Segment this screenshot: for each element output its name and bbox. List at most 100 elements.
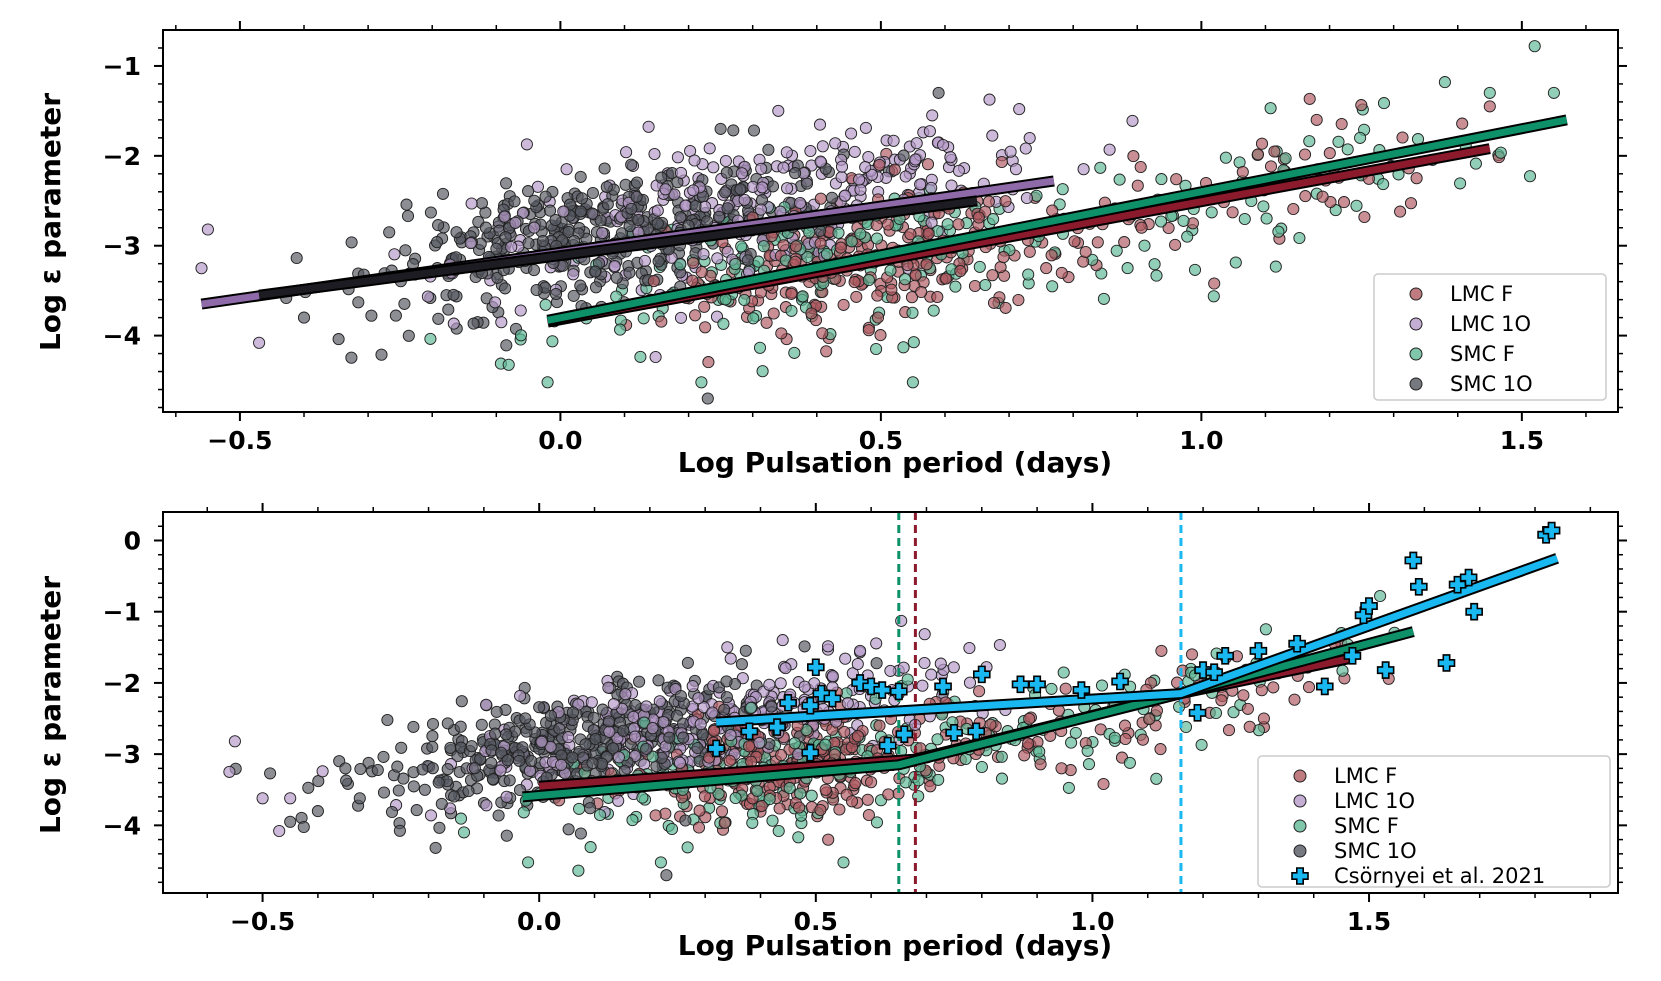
smc-f-fit-line (522, 628, 1415, 801)
scatter-point-lmc-1o (753, 736, 766, 749)
scatter-point-smc-1o (407, 720, 420, 733)
x-tick-label: 0.5 (859, 426, 903, 455)
scatter-point-smc-1o (381, 713, 394, 727)
y-tick-label: −3 (103, 232, 141, 261)
top-plot-frame (162, 29, 1619, 413)
scatter-point-lmc-1o (925, 668, 938, 681)
scatter-point-smc-1o (870, 657, 883, 670)
scatter-point-smc-1o (596, 703, 609, 716)
scatter-point-lmc-1o (839, 652, 852, 665)
scatter-point-lmc-f (1287, 202, 1300, 216)
scatter-point-lmc-f (1410, 172, 1423, 185)
scatter-point-smc-1o (544, 204, 557, 217)
scatter-point-smc-1o (475, 197, 488, 210)
scatter-point-smc-1o (490, 242, 503, 255)
scatter-point-lmc-1o (963, 641, 976, 655)
scatter-point-smc-f (794, 787, 807, 800)
scatter-point-smc-f (1062, 781, 1075, 794)
scatter-point-lmc-f (924, 780, 937, 793)
csornyei-cross-marker (1410, 577, 1428, 596)
csornyei-cross-marker (740, 722, 759, 741)
scatter-point-lmc-1o (895, 614, 908, 627)
scatter-point-smc-f (1454, 177, 1467, 190)
scatter-point-smc-1o (375, 348, 388, 361)
x-tick-label: 1.5 (1347, 907, 1391, 936)
scatter-point-lmc-f (655, 315, 668, 328)
bottom-axis-ticks: −0.5 0.0 0.5 1.0 1.5 0 −1 −2 −3 −4 (103, 503, 1627, 936)
scatter-point-lmc-f (873, 158, 886, 171)
scatter-point-smc-f (1195, 738, 1208, 751)
scatter-point-smc-1o (455, 695, 468, 708)
scatter-point-lmc-1o (909, 153, 922, 166)
scatter-point-lmc-1o (926, 109, 939, 122)
scatter-point-smc-f (1181, 230, 1194, 243)
scatter-point-lmc-f (982, 195, 995, 208)
scatter-point-smc-1o (601, 198, 614, 211)
scatter-point-lmc-f (702, 356, 715, 369)
scatter-point-lmc-1o (602, 681, 615, 694)
scatter-point-lmc-1o (719, 154, 732, 168)
scatter-point-lmc-f (865, 776, 878, 789)
scatter-point-smc-1o (727, 124, 740, 137)
scatter-point-lmc-1o (925, 181, 938, 194)
scatter-point-lmc-1o (686, 680, 699, 693)
csornyei-cross-marker (801, 743, 820, 762)
legend-label: SMC 1O (1334, 839, 1417, 863)
csornyei-cross-marker (1360, 597, 1378, 615)
scatter-point-smc-f (1269, 260, 1282, 273)
scatter-point-lmc-1o (612, 794, 625, 807)
scatter-point-lmc-f (775, 748, 788, 762)
scatter-point-smc-1o (426, 762, 439, 775)
scatter-point-lmc-f (1264, 160, 1278, 173)
scatter-point-lmc-1o (646, 722, 659, 735)
scatter-point-lmc-f (1040, 262, 1053, 275)
legend-label: SMC 1O (1450, 372, 1533, 396)
scatter-point-smc-1o (371, 763, 384, 777)
scatter-point-lmc-1o (464, 237, 477, 250)
legend-marker (1409, 377, 1423, 391)
scatter-point-lmc-f (1208, 277, 1221, 290)
scatter-point-lmc-f (1068, 235, 1081, 248)
scatter-point-smc-1o (499, 231, 512, 244)
scatter-point-smc-1o (522, 237, 535, 250)
scatter-point-lmc-1o (763, 678, 776, 691)
scatter-point-smc-1o (674, 211, 687, 224)
scatter-point-smc-1o (448, 790, 461, 803)
csornyei-cross-marker (768, 718, 786, 736)
scatter-point-lmc-f (915, 285, 928, 299)
scatter-point-lmc-f (861, 793, 874, 806)
scatter-point-smc-1o (602, 715, 615, 728)
scatter-point-smc-f (987, 213, 1000, 226)
bottom-plot-frame (162, 511, 1619, 894)
scatter-point-smc-f (517, 806, 530, 819)
scatter-point-lmc-1o (772, 104, 785, 117)
scatter-point-lmc-1o (489, 296, 502, 309)
scatter-point-smc-1o (562, 823, 575, 836)
scatter-point-smc-1o (623, 266, 636, 279)
scatter-point-smc-1o (530, 283, 543, 297)
top-panel: −0.5 0.0 0.5 1.0 1.5 −1 −2 −3 −4 Log Pulsation p… (34, 21, 1627, 479)
scatter-point-lmc-1o (498, 210, 511, 223)
scatter-point-lmc-1o (528, 221, 541, 234)
top-fit-lines (200, 114, 1568, 328)
scatter-point-lmc-1o (703, 142, 716, 155)
legend-label: LMC F (1450, 282, 1513, 306)
top-axis-ticks: −0.5 0.0 0.5 1.0 1.5 −1 −2 −3 −4 (103, 21, 1627, 455)
scatter-point-lmc-f (1394, 205, 1407, 218)
csornyei-cross-marker (873, 681, 892, 699)
scatter-point-smc-1o (377, 750, 390, 763)
scatter-point-smc-f (897, 341, 910, 354)
scatter-point-smc-1o (410, 804, 423, 817)
scatter-point-smc-f (756, 365, 769, 378)
scatter-point-lmc-f (1136, 733, 1149, 746)
y-tick-label: −1 (103, 52, 141, 81)
scatter-point-lmc-f (785, 287, 798, 300)
scatter-point-smc-1o (468, 762, 481, 775)
csornyei-cross-marker (1437, 654, 1456, 672)
scatter-point-lmc-1o (1126, 114, 1139, 127)
scatter-point-lmc-f (862, 808, 875, 822)
scatter-point-smc-f (610, 290, 623, 303)
scatter-point-lmc-f (1236, 165, 1249, 179)
scatter-point-smc-1o (399, 244, 412, 257)
scatter-point-lmc-f (1097, 777, 1110, 791)
